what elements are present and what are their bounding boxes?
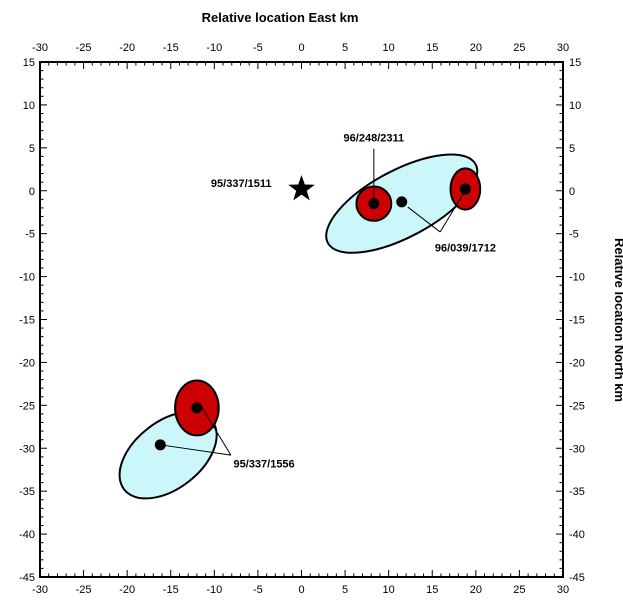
- y-tick-label-right: 5: [569, 143, 575, 155]
- y-axis-title: Relative location North km: [612, 238, 623, 402]
- y-tick-label-right: -25: [569, 400, 585, 412]
- x-tick-label-top: 0: [298, 42, 304, 54]
- x-tick-label-top: 30: [557, 42, 569, 54]
- x-tick-label-top: -15: [163, 42, 179, 54]
- y-tick-label-left: 15: [23, 57, 35, 69]
- x-tick-label-bottom: -30: [32, 584, 48, 596]
- x-tick-label-top: 10: [383, 42, 395, 54]
- x-tick-label-bottom: -25: [76, 584, 92, 596]
- y-tick-label-left: -40: [19, 529, 35, 541]
- plot-frame: [39, 61, 564, 578]
- y-tick-label-left: -20: [19, 357, 35, 369]
- leader-line: [201, 407, 232, 456]
- star-marker: [288, 175, 315, 201]
- leader-line: [407, 206, 441, 233]
- y-tick-label-right: -35: [569, 486, 585, 498]
- x-tick-label-top: 15: [426, 42, 438, 54]
- x-tick-label-top: 5: [342, 42, 348, 54]
- event-point: [191, 402, 203, 414]
- x-tick-label-bottom: -20: [119, 584, 135, 596]
- x-tick-label-top: -30: [32, 42, 48, 54]
- annotation-layer: 95/337/1511 96/248/2311 96/039/1712 95/337/…: [211, 133, 496, 471]
- x-tick-label-bottom: 0: [298, 584, 304, 596]
- y-tick-label-left: 10: [23, 100, 35, 112]
- y-tick-label-right: -45: [569, 572, 585, 584]
- event-point: [396, 196, 408, 208]
- y-tick-label-right: -15: [569, 315, 585, 327]
- x-tick-label-top: 20: [470, 42, 482, 54]
- event-label: 95/337/1556: [234, 459, 295, 471]
- x-tick-label-top: -25: [76, 42, 92, 54]
- reference-event-label: 95/337/1511: [211, 178, 272, 190]
- y-tick-label-left: -15: [19, 315, 35, 327]
- x-tick-label-bottom: 15: [426, 584, 438, 596]
- event-label: 96/039/1712: [435, 242, 496, 254]
- x-tick-label-top: -10: [206, 42, 222, 54]
- y-tick-label-right: -20: [569, 357, 585, 369]
- y-tick-label-right: -30: [569, 443, 585, 455]
- x-tick-label-bottom: -10: [206, 584, 222, 596]
- y-tick-label-left: -35: [19, 486, 35, 498]
- x-tick-label-bottom: 20: [470, 584, 482, 596]
- y-tick-label-left: 0: [29, 186, 35, 198]
- y-tick-label-left: -10: [19, 272, 35, 284]
- leader-line: [439, 188, 467, 233]
- x-tick-label-top: 25: [513, 42, 525, 54]
- x-tick-label-bottom: 30: [557, 584, 569, 596]
- x-tick-label-bottom: 25: [513, 584, 525, 596]
- y-tick-label-right: 15: [569, 57, 581, 69]
- y-tick-label-left: -25: [19, 400, 35, 412]
- event-label: 96/248/2311: [344, 133, 405, 145]
- x-tick-label-bottom: 5: [342, 584, 348, 596]
- point-layer: [154, 175, 471, 451]
- event-point: [368, 198, 380, 210]
- y-tick-label-right: -40: [569, 529, 585, 541]
- x-tick-label-bottom: -15: [163, 584, 179, 596]
- y-tick-label-left: -30: [19, 443, 35, 455]
- event-point: [154, 439, 166, 451]
- x-axis-title: Relative location East km: [202, 10, 359, 25]
- y-tick-label-left: -5: [25, 229, 35, 241]
- y-tick-label-right: 10: [569, 100, 581, 112]
- leader-line: [160, 444, 231, 456]
- x-tick-label-bottom: 10: [383, 584, 395, 596]
- y-tick-label-left: -45: [19, 572, 35, 584]
- x-tick-label-top: -5: [253, 42, 263, 54]
- y-tick-label-right: -10: [569, 272, 585, 284]
- y-tick-label-right: 0: [569, 186, 575, 198]
- leader-line-layer: [160, 148, 467, 456]
- y-tick-label-right: -5: [569, 229, 579, 241]
- y-tick-label-left: 5: [29, 143, 35, 155]
- axes-layer: -30 -30 -25 -25 -20 -20 -15 -15 -10 -10 -5 -5 0 0 5 5 10…: [19, 42, 585, 596]
- x-tick-label-bottom: -5: [253, 584, 263, 596]
- x-tick-label-top: -20: [119, 42, 135, 54]
- event-point: [459, 183, 471, 195]
